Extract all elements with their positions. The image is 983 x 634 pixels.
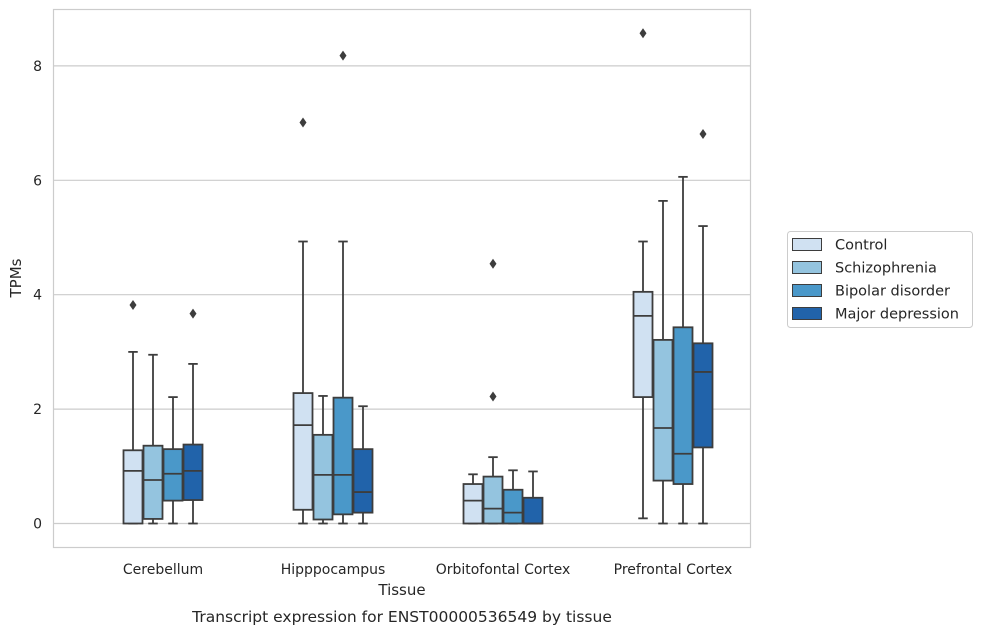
box-body: [162, 448, 184, 502]
box-body: [462, 483, 484, 525]
legend-swatch-major-depression: [792, 307, 822, 320]
box-plot: [292, 117, 314, 525]
box-body: [292, 392, 314, 511]
box-plot: [462, 473, 484, 525]
outlier-marker: [489, 258, 497, 269]
box-plot: [142, 353, 164, 525]
legend-swatch-schizophrenia: [792, 261, 822, 274]
y-tick-label: 8: [33, 59, 42, 75]
box-plot: [652, 199, 674, 525]
box-plot: [352, 405, 374, 525]
legend-frame: [787, 231, 973, 328]
box-body: [352, 448, 374, 514]
y-tick-label: 2: [33, 402, 42, 418]
y-tick-label: 0: [33, 517, 42, 533]
legend-swatch-control: [792, 238, 822, 251]
box-body: [672, 326, 694, 485]
legend-label-bipolar-disorder: Bipolar disorder: [835, 284, 950, 300]
box-plot: [162, 396, 184, 525]
outlier-marker: [299, 117, 307, 128]
box-body: [122, 449, 144, 525]
box-plot: [332, 50, 354, 525]
outlier-marker: [639, 28, 647, 39]
box-plot: [502, 469, 524, 525]
outlier-marker: [699, 128, 707, 139]
box-body: [312, 433, 334, 521]
box-body: [182, 443, 204, 501]
legend-label-major-depression: Major depression: [835, 307, 959, 323]
outlier-marker: [339, 50, 347, 61]
y-axis-label: TPMs: [7, 258, 25, 298]
box-plot: [522, 470, 544, 525]
outlier-marker: [129, 299, 137, 310]
outlier-marker: [489, 391, 497, 402]
box-body: [482, 475, 504, 525]
y-tick-label: 4: [33, 288, 42, 304]
box-body: [502, 488, 524, 525]
box-plot: [312, 395, 334, 525]
box-plot: [632, 28, 654, 520]
plot-frame: [52, 8, 752, 549]
box-body: [632, 290, 654, 398]
legend-swatch-bipolar-disorder: [792, 284, 822, 297]
legend: Control Schizophrenia Bipolar disorder M…: [787, 231, 973, 328]
box-plot: [692, 128, 714, 525]
box-plot: [672, 175, 694, 525]
x-tick-label: Hipppocampus: [281, 562, 386, 578]
y-tick-label: 6: [33, 173, 42, 189]
box-body: [652, 338, 674, 482]
gridlines: [53, 65, 751, 525]
outlier-marker: [189, 308, 197, 319]
x-tick-label: Prefrontal Cortex: [614, 562, 733, 578]
legend-label-schizophrenia: Schizophrenia: [835, 261, 937, 277]
box-plot: [122, 299, 144, 525]
box-plots: [122, 28, 714, 525]
x-tick-label: Cerebellum: [123, 562, 203, 578]
box-body: [692, 342, 714, 449]
chart-caption: Transcript expression for ENST0000053654…: [191, 608, 612, 626]
axis-ticks: 0 2 4 6 8 Cerebellum Hipppocampus Orbitofontal …: [33, 59, 732, 578]
x-tick-label: Orbitofontal Cortex: [436, 562, 571, 578]
box-plot: [482, 258, 504, 525]
box-body: [142, 444, 164, 520]
x-axis-label: Tissue: [377, 581, 425, 599]
box-body: [522, 496, 544, 525]
box-body: [332, 396, 354, 516]
legend-label-control: Control: [835, 238, 887, 254]
box-plot: [182, 308, 204, 525]
